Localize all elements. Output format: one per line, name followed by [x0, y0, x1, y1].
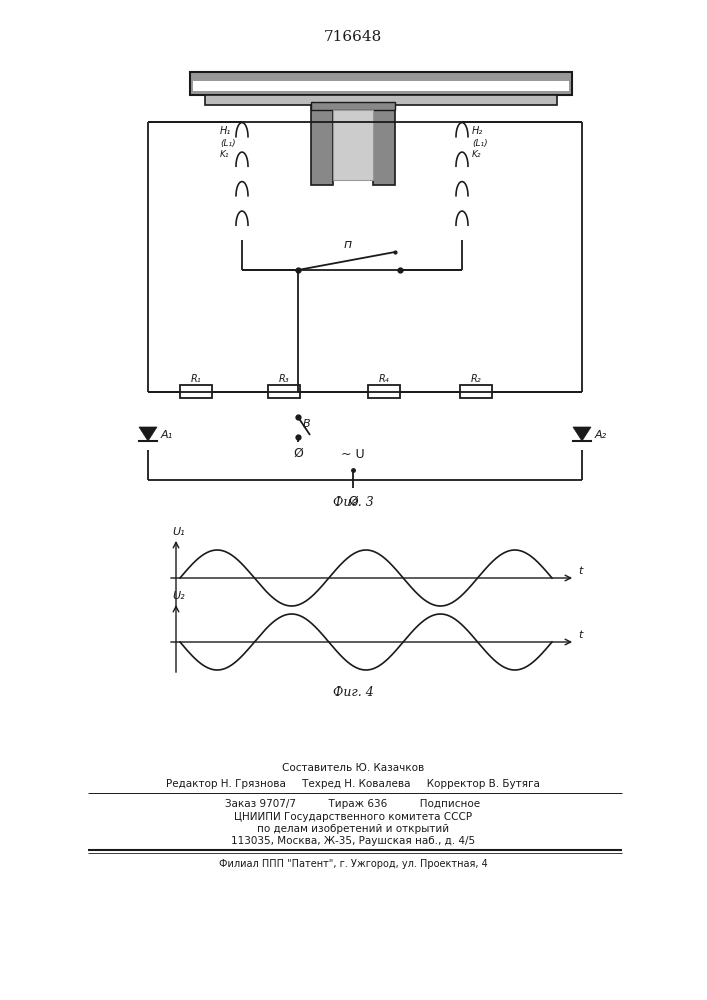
Text: t: t: [578, 566, 583, 576]
Text: Составитель Ю. Казачков: Составитель Ю. Казачков: [282, 763, 424, 773]
Text: U₁: U₁: [172, 527, 185, 537]
Bar: [333, 110, 373, 180]
Bar: [268, 385, 300, 398]
Bar: [311, 102, 395, 110]
Text: A₂: A₂: [595, 430, 607, 440]
Text: t: t: [578, 630, 583, 640]
Text: R₄: R₄: [379, 374, 390, 384]
Bar: [311, 105, 333, 185]
Bar: [193, 81, 569, 91]
Bar: [180, 385, 212, 398]
Text: H₂: H₂: [472, 126, 484, 136]
Text: H₁: H₁: [220, 126, 231, 136]
Text: ~ U: ~ U: [341, 448, 365, 462]
Text: Филиал ППП "Патент", г. Ужгород, ул. Проектная, 4: Филиал ППП "Патент", г. Ужгород, ул. Про…: [218, 859, 487, 869]
Text: Ø: Ø: [348, 495, 358, 508]
Bar: [373, 105, 395, 185]
Text: R₃: R₃: [279, 374, 289, 384]
Text: R₁: R₁: [191, 374, 201, 384]
Text: Фиг. 3: Фиг. 3: [332, 495, 373, 508]
Bar: [205, 95, 557, 105]
Polygon shape: [139, 427, 157, 441]
Text: 716648: 716648: [324, 30, 382, 44]
Bar: [368, 385, 400, 398]
Text: B: B: [303, 419, 310, 429]
Text: ЦНИИПИ Государственного комитета СССР: ЦНИИПИ Государственного комитета СССР: [234, 812, 472, 822]
Text: по делам изобретений и открытий: по делам изобретений и открытий: [257, 824, 449, 834]
Bar: [460, 385, 492, 398]
Text: Фиг. 4: Фиг. 4: [332, 686, 373, 698]
Text: K₂: K₂: [472, 150, 481, 159]
Bar: [190, 72, 572, 95]
Text: K₁: K₁: [220, 150, 230, 159]
Text: Ø: Ø: [293, 447, 303, 460]
Text: A₁: A₁: [161, 430, 173, 440]
Text: U₂: U₂: [172, 591, 185, 601]
Text: п: п: [344, 238, 352, 251]
Text: R₂: R₂: [471, 374, 481, 384]
Text: 113035, Москва, Ж-35, Раушская наб., д. 4/5: 113035, Москва, Ж-35, Раушская наб., д. …: [231, 836, 475, 846]
Text: Заказ 9707/7          Тираж 636          Подписное: Заказ 9707/7 Тираж 636 Подписное: [226, 799, 481, 809]
Text: (L₁): (L₁): [472, 139, 488, 148]
Text: Редактор Н. Грязнова     Техред Н. Ковалева     Корректор В. Бутяга: Редактор Н. Грязнова Техред Н. Ковалева …: [166, 779, 540, 789]
Text: (L₁): (L₁): [220, 139, 235, 148]
Polygon shape: [573, 427, 591, 441]
